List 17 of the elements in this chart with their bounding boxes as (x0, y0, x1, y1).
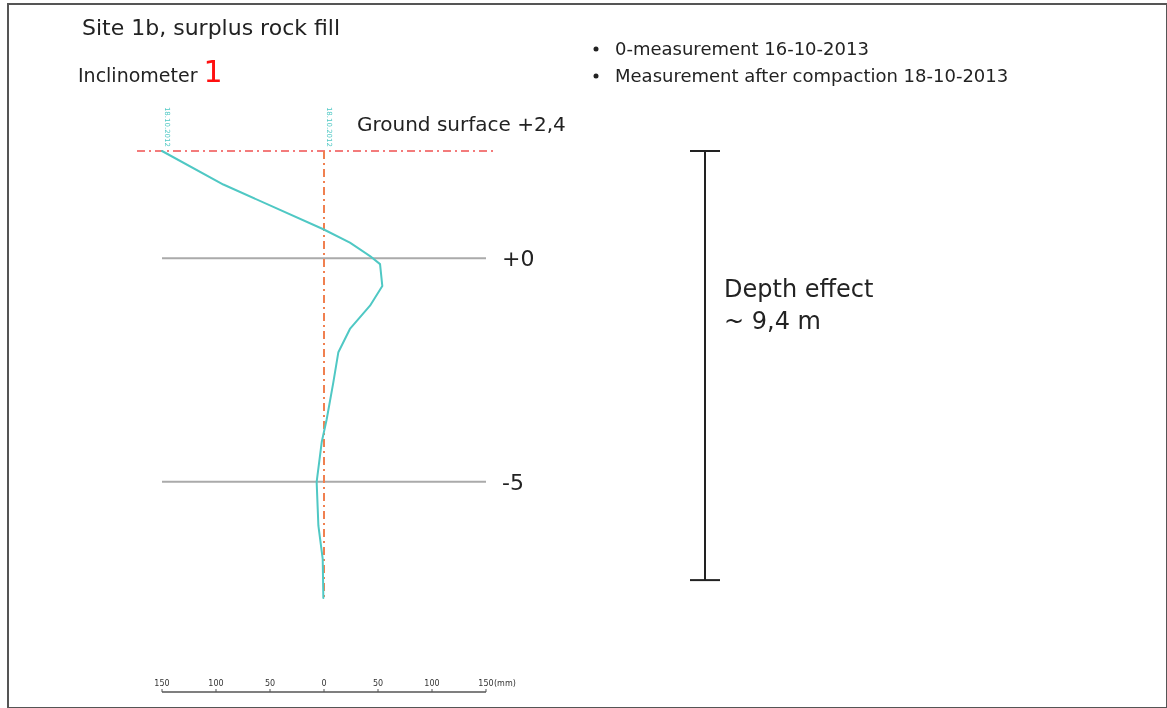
y-tick-label: -5 (502, 469, 524, 495)
ref-line-label: Ground surface +2,4 (357, 112, 566, 136)
x-tick-label: 0 (321, 679, 327, 688)
x-tick-label: 100 (424, 679, 440, 688)
x-tick-label: 100 (208, 679, 224, 688)
x-tick-label: 150 (154, 679, 170, 688)
x-tick-label: 50 (264, 679, 276, 688)
line-series (161, 150, 384, 600)
chart-title: Site 1b, surplus rock fill (82, 15, 341, 40)
chart-subtitle: Inclinometer 1 (78, 54, 223, 89)
text: Depth effect ~ 9,4 m (724, 274, 874, 335)
x-tick-label: 150 (478, 679, 494, 688)
text: 0-measurement 16-10-2013 (615, 38, 869, 59)
x-axis-title: (mm) (494, 679, 516, 688)
x-tick-label: 50 (372, 679, 384, 688)
y-tick-label: +0 (502, 246, 535, 272)
text: Measurement after compaction 18-10-2013 (615, 65, 1009, 86)
